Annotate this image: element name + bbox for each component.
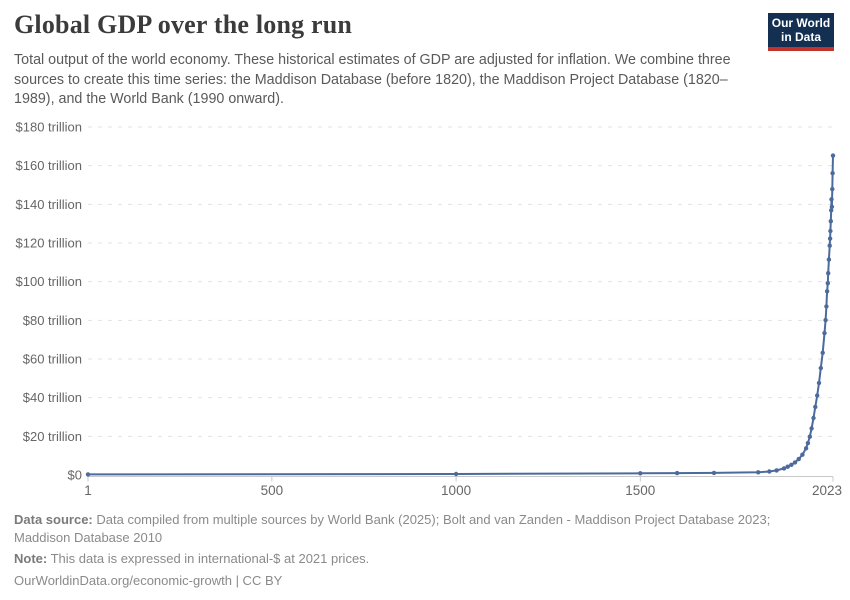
data-point-marker — [823, 317, 828, 323]
y-tick-label: $60 trillion — [23, 352, 82, 367]
y-tick-label: $140 trillion — [16, 197, 83, 212]
data-point-marker — [816, 380, 822, 386]
gdp-line-chart: $180 trillion $160 trillion $140 trillion $… — [16, 120, 843, 498]
data-source-label: Data source: — [14, 512, 93, 527]
data-point-marker — [774, 468, 779, 473]
data-point-marker — [824, 289, 830, 294]
page-title: Global GDP over the long run — [14, 10, 353, 39]
data-point-marker — [813, 404, 818, 410]
data-point-marker — [811, 415, 816, 421]
data-point-marker — [827, 236, 833, 241]
owid-logo-line1: Our World — [771, 15, 831, 30]
data-point-marker — [827, 243, 832, 248]
gdp-line — [87, 154, 834, 476]
data-point-marker — [800, 452, 805, 457]
data-point-marker — [815, 393, 820, 398]
data-point-marker — [830, 171, 835, 176]
data-point-marker — [785, 464, 790, 469]
data-point-marker — [807, 434, 812, 439]
data-point-marker — [826, 271, 831, 276]
owid-logo-line2: in Data — [780, 30, 821, 44]
data-point-marker — [792, 460, 798, 465]
y-tick-label: $100 trillion — [16, 274, 83, 289]
note-label: Note: — [14, 551, 48, 566]
data-point-marker — [809, 426, 814, 431]
y-tick-label: $80 trillion — [23, 313, 82, 328]
data-point-marker — [825, 281, 830, 286]
y-tick-label: $0 — [68, 468, 82, 483]
x-tick-label: 1 — [84, 483, 92, 498]
data-point-marker — [824, 304, 829, 309]
data-point-marker — [828, 228, 833, 234]
y-tick-label: $180 trillion — [16, 120, 83, 135]
y-tick-label: $40 trillion — [23, 390, 82, 405]
data-point-marker — [828, 219, 833, 224]
x-tick-label: 1000 — [441, 483, 471, 498]
data-point-marker — [829, 197, 834, 202]
data-point-marker — [756, 470, 761, 475]
data-point-marker — [829, 208, 834, 213]
data-point-marker — [829, 204, 835, 209]
data-point-marker — [674, 470, 680, 476]
chart-footer: Data source: Data compiled from multiple… — [14, 511, 784, 593]
data-point-marker — [805, 440, 811, 446]
data-point-marker — [818, 365, 823, 371]
y-tick-label: $160 trillion — [16, 158, 83, 173]
data-point-marker — [803, 446, 809, 451]
data-point-marker — [830, 186, 835, 192]
x-tick-label: 1500 — [625, 483, 655, 498]
owid-logo[interactable]: Our World in Data — [768, 13, 834, 51]
data-source-line: Data source: Data compiled from multiple… — [14, 511, 784, 547]
data-point-marker — [830, 153, 836, 158]
data-point-marker — [85, 472, 91, 477]
y-tick-label: $20 trillion — [23, 429, 82, 444]
data-point-marker — [820, 350, 825, 355]
chart-subtitle: Total output of the world economy. These… — [14, 52, 731, 107]
data-point-marker — [453, 471, 459, 477]
data-point-marker — [638, 471, 643, 476]
data-point-marker — [711, 470, 717, 476]
data-point-marker — [767, 469, 772, 474]
data-point-marker — [822, 330, 827, 336]
citation-link[interactable]: OurWorldinData.org/economic-growth | CC … — [14, 573, 283, 588]
data-point-marker — [789, 462, 794, 467]
data-source-text: Data compiled from multiple sources by W… — [14, 512, 771, 545]
note-text: This data is expressed in international-… — [50, 551, 370, 566]
x-tick-label: 500 — [261, 483, 284, 498]
y-tick-label: $120 trillion — [16, 236, 83, 251]
data-point-marker — [826, 257, 832, 262]
x-tick-label: 2023 — [812, 483, 842, 498]
data-point-marker — [796, 456, 801, 462]
note-line: Note: This data is expressed in internat… — [14, 550, 784, 568]
data-point-marker — [781, 466, 787, 471]
